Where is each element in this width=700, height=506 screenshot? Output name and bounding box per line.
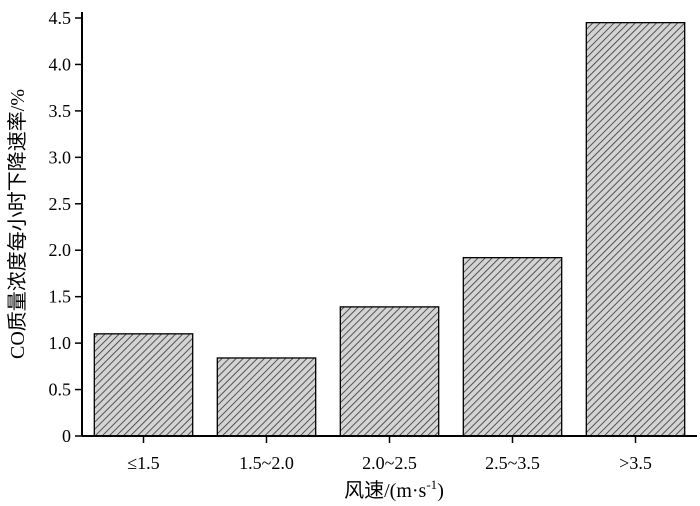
x-tick-label: ≤1.5 bbox=[127, 453, 159, 473]
y-tick-label: 0 bbox=[62, 426, 71, 446]
x-tick-label: 2.0~2.5 bbox=[362, 453, 417, 473]
bars-group bbox=[93, 21, 686, 437]
y-tick-label: 2.0 bbox=[49, 240, 72, 260]
y-tick-label: 3.0 bbox=[49, 147, 72, 167]
y-tick-label: 4.0 bbox=[49, 54, 72, 74]
y-ticks-group: 0 0.5 1.0 1.5 2.0 2.5 3.0 3.5 4.0 4.5 bbox=[49, 8, 82, 446]
bar-1 bbox=[93, 333, 194, 437]
y-axis-title: CO质量浓度每小时下降速率/% bbox=[6, 89, 29, 359]
bar-4 bbox=[462, 257, 563, 437]
bar-2 bbox=[216, 357, 317, 437]
x-tick-label: 1.5~2.0 bbox=[239, 453, 294, 473]
x-tick-label: 2.5~3.5 bbox=[485, 453, 540, 473]
y-tick-label: 2.5 bbox=[49, 194, 72, 214]
y-tick-label: 1.5 bbox=[49, 287, 72, 307]
y-tick-label: 3.5 bbox=[49, 101, 72, 121]
x-tick-label: >3.5 bbox=[619, 453, 652, 473]
x-axis-title: 风速/(m·s-1) bbox=[344, 477, 444, 502]
bar-3 bbox=[339, 306, 440, 437]
y-tick-label: 4.5 bbox=[49, 8, 72, 28]
y-tick-label: 1.0 bbox=[49, 333, 72, 353]
x-ticks-group: ≤1.5 1.5~2.0 2.0~2.5 2.5~3.5 >3.5 bbox=[127, 436, 652, 473]
y-tick-label: 0.5 bbox=[49, 380, 72, 400]
bar-5 bbox=[585, 21, 686, 437]
